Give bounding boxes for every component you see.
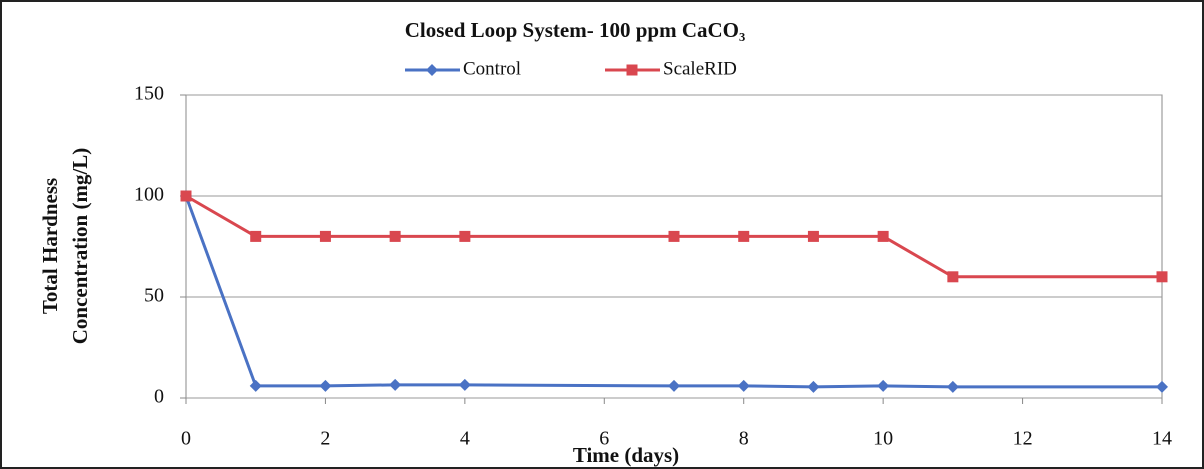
data-point	[459, 230, 471, 242]
data-point	[1156, 380, 1168, 393]
legend-marker	[426, 64, 438, 76]
y-axis-title: Concentration (mg/L)	[68, 148, 92, 345]
legend-marker	[626, 64, 638, 76]
chart-title: Closed Loop System- 100 ppm CaCO₃	[405, 18, 746, 42]
data-point	[877, 379, 890, 392]
legend-label: ScaleRID	[663, 58, 737, 79]
data-point	[389, 378, 402, 391]
data-point	[1156, 271, 1168, 283]
data-point	[250, 230, 262, 242]
data-point	[668, 230, 680, 242]
data-point	[668, 379, 680, 392]
data-point	[737, 379, 750, 392]
data-point	[807, 230, 819, 242]
data-point	[877, 230, 889, 242]
data-point	[319, 230, 331, 242]
x-tick-label: 2	[320, 428, 330, 450]
y-tick-label: 100	[134, 184, 164, 206]
data-point	[807, 380, 820, 393]
data-point	[738, 230, 750, 242]
y-tick-label: 150	[134, 83, 164, 105]
data-point	[319, 379, 332, 392]
x-tick-label: 4	[460, 428, 470, 450]
x-tick-label: 14	[1152, 428, 1172, 450]
y-tick-label: 0	[154, 386, 164, 408]
data-point	[458, 378, 471, 391]
x-tick-label: 0	[181, 428, 191, 450]
data-point	[946, 380, 959, 393]
data-point	[249, 379, 262, 392]
x-tick-label: 12	[1013, 428, 1033, 450]
x-tick-label: 10	[873, 428, 893, 450]
y-axis-title: Total Hardness	[38, 178, 62, 314]
legend-label: Control	[463, 58, 521, 79]
data-point	[389, 230, 401, 242]
x-tick-label: 8	[739, 428, 749, 450]
data-point	[947, 271, 959, 283]
x-axis-title: Time (days)	[573, 443, 679, 467]
x-tick-label: 6	[599, 428, 609, 450]
data-point	[180, 190, 192, 202]
y-tick-label: 50	[144, 285, 164, 307]
